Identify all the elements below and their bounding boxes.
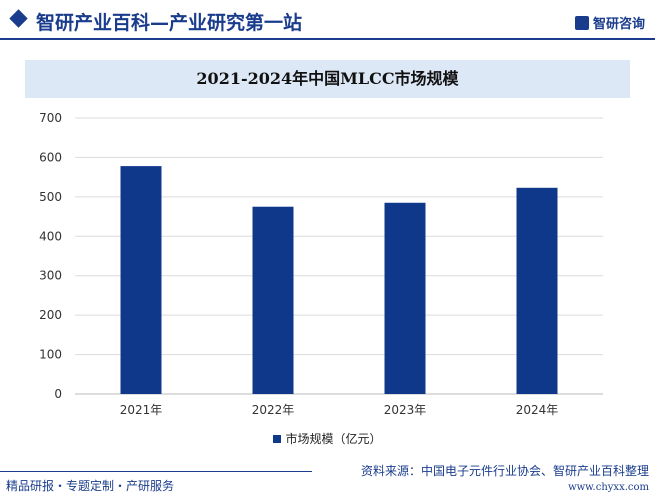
y-tick-label: 0: [54, 387, 62, 401]
y-tick-label: 200: [39, 308, 62, 322]
x-tick-label: 2023年: [384, 403, 427, 417]
bar: [120, 166, 162, 394]
footer-tagline: 精品研报・专题定制・产研服务: [6, 479, 175, 493]
bar: [516, 187, 558, 394]
footer-url[interactable]: www.chyxx.com: [568, 482, 649, 493]
source-note: 资料来源：中国电子元件行业协会、智研产业百科整理: [360, 464, 649, 478]
y-tick-label: 300: [39, 269, 62, 283]
y-tick-label: 500: [39, 190, 62, 204]
y-tick-label: 600: [39, 150, 62, 164]
bar: [384, 202, 426, 394]
legend-swatch: [273, 435, 282, 443]
header: 智研产业百科—产业研究第一站 智研咨询: [0, 0, 655, 40]
legend: 市场规模（亿元）: [0, 430, 655, 447]
legend-label: 市场规模（亿元）: [285, 432, 382, 446]
diamond-icon: [9, 9, 28, 28]
bar-chart: 0 100 200 300 400 500 600 700 2021年 2022年 2023年 202…: [39, 111, 603, 417]
y-tick-label: 400: [39, 229, 62, 243]
x-tick-label: 2021年: [120, 403, 163, 417]
footer-divider: [0, 471, 312, 472]
bar: [252, 206, 294, 394]
x-tick-label: 2022年: [252, 403, 295, 417]
site-title: 智研产业百科—产业研究第一站: [36, 12, 303, 34]
chart-title: 2021-2024年中国MLCC市场规模: [25, 60, 630, 98]
x-tick-label: 2024年: [516, 403, 559, 417]
y-tick-label: 100: [39, 348, 62, 362]
logo-text: 智研咨询: [592, 17, 645, 32]
y-tick-label: 700: [39, 111, 62, 125]
header-divider: [0, 38, 655, 40]
logo-icon: [574, 16, 589, 30]
logo: 智研咨询: [574, 13, 645, 32]
